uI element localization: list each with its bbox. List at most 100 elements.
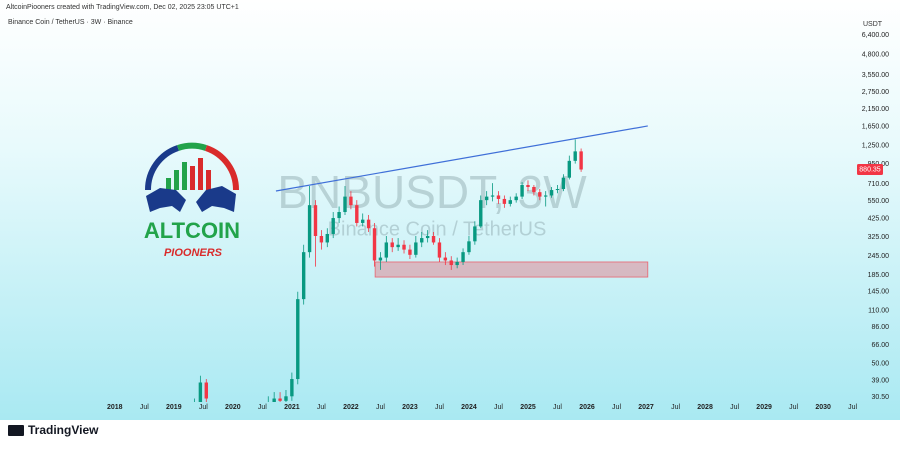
x-tick-label: 2018 xyxy=(107,404,123,411)
footer-brand: TradingView xyxy=(28,423,99,437)
candle-body xyxy=(496,195,501,199)
candle-body xyxy=(461,252,465,262)
candle-body xyxy=(198,382,203,402)
x-tick-label: 2020 xyxy=(225,404,241,411)
y-tick-label: 550.00 xyxy=(868,198,890,205)
candle-body xyxy=(307,205,312,253)
x-tick-label: 2024 xyxy=(461,404,477,411)
candle-body xyxy=(520,185,524,197)
y-tick-label: 1,650.00 xyxy=(862,124,889,131)
candle-body xyxy=(543,195,548,197)
x-tick-label: 2019 xyxy=(166,404,182,411)
candle-body xyxy=(325,233,329,243)
x-tick-label: 2027 xyxy=(638,404,654,411)
footer: TradingView xyxy=(8,423,99,437)
last-price-label: 880.35 xyxy=(859,166,881,173)
y-tick-label: 30.50 xyxy=(871,394,889,401)
x-tick-label: Jul xyxy=(612,404,621,411)
candle-body xyxy=(514,196,518,201)
candle-body xyxy=(425,235,430,239)
y-tick-label: 325.00 xyxy=(868,234,890,241)
candle-body xyxy=(390,242,394,248)
logo-subtitle: PIOONERS xyxy=(164,247,223,259)
candle-body xyxy=(567,160,572,178)
y-tick-label: 2,750.00 xyxy=(862,89,889,96)
candle-body xyxy=(372,228,377,261)
x-tick-label: 2023 xyxy=(402,404,418,411)
x-tick-label: 2021 xyxy=(284,404,300,411)
candle-body xyxy=(549,190,554,196)
x-tick-label: Jul xyxy=(553,404,562,411)
y-tick-label: 3,550.00 xyxy=(862,72,889,79)
y-tick-label: 4,800.00 xyxy=(862,51,889,58)
x-tick-label: 2029 xyxy=(756,404,772,411)
candle-body xyxy=(402,244,406,250)
x-tick-label: Jul xyxy=(199,404,208,411)
x-tick-label: 2028 xyxy=(697,404,713,411)
y-tick-label: 245.00 xyxy=(868,253,890,260)
candle-body xyxy=(313,205,318,236)
y-tick-label: 39.00 xyxy=(871,378,889,385)
candle-body xyxy=(337,212,341,219)
x-tick-label: Jul xyxy=(376,404,385,411)
logo-title: ALTCOIN xyxy=(144,218,240,243)
y-tick-label: 1,250.00 xyxy=(862,143,889,150)
candle-body xyxy=(579,151,583,170)
candle-body xyxy=(290,379,294,397)
candle-body xyxy=(455,261,459,266)
candle-body xyxy=(378,257,383,261)
candle-body xyxy=(508,200,512,204)
candle-body xyxy=(204,382,208,399)
y-tick-label: 185.00 xyxy=(868,272,890,279)
candle-body xyxy=(573,151,577,161)
watermark-subtitle: Binance Coin / TetherUS xyxy=(328,218,547,240)
candle-body xyxy=(443,257,448,261)
last-price-tag xyxy=(857,163,883,175)
candle-body xyxy=(343,196,347,213)
logo: ALTCOIN PIOONERS xyxy=(144,142,240,259)
candle-body xyxy=(532,186,536,193)
candle-body xyxy=(420,238,424,243)
candle-body xyxy=(366,219,371,229)
y-tick-label: 110.00 xyxy=(868,307,889,314)
x-tick-label: 2022 xyxy=(343,404,359,411)
y-tick-label: 86.00 xyxy=(871,324,889,331)
candle-body xyxy=(479,200,483,227)
y-tick-label: 2,150.00 xyxy=(862,106,889,113)
candle-body xyxy=(261,420,264,426)
candle-body xyxy=(272,398,276,402)
x-tick-label: Jul xyxy=(789,404,798,411)
x-tick-label: Jul xyxy=(317,404,326,411)
y-tick-label: 6,400.00 xyxy=(862,32,889,39)
candle-body xyxy=(526,185,530,187)
candle-body xyxy=(555,189,560,191)
candle-body xyxy=(437,242,442,258)
candle-body xyxy=(538,192,542,197)
candle-body xyxy=(502,198,507,204)
x-tick-label: Jul xyxy=(671,404,680,411)
x-tick-label: Jul xyxy=(730,404,739,411)
x-tick-label: Jul xyxy=(140,404,149,411)
watermark: BNBUSDT, 3W xyxy=(277,166,587,218)
candle-body xyxy=(301,252,306,300)
x-tick-label: Jul xyxy=(494,404,503,411)
candle-body xyxy=(396,244,400,248)
y-tick-label: 425.00 xyxy=(868,216,890,223)
candle-body xyxy=(384,242,389,258)
candle-body xyxy=(331,218,335,234)
candle-body xyxy=(284,396,288,401)
candle-body xyxy=(361,219,365,223)
x-tick-label: Jul xyxy=(435,404,444,411)
y-unit: USDT xyxy=(863,21,883,28)
header-credit: AltcoinPiooners created with TradingView… xyxy=(6,4,239,11)
x-tick-label: 2025 xyxy=(520,404,536,411)
candle-body xyxy=(449,260,453,266)
y-tick-label: 66.00 xyxy=(871,342,889,349)
y-tick-label: 50.00 xyxy=(871,361,889,368)
candle-body xyxy=(349,196,353,206)
trend-line xyxy=(275,125,648,192)
candle-body xyxy=(561,177,566,190)
x-tick-label: Jul xyxy=(258,404,267,411)
support-zone xyxy=(374,261,649,278)
